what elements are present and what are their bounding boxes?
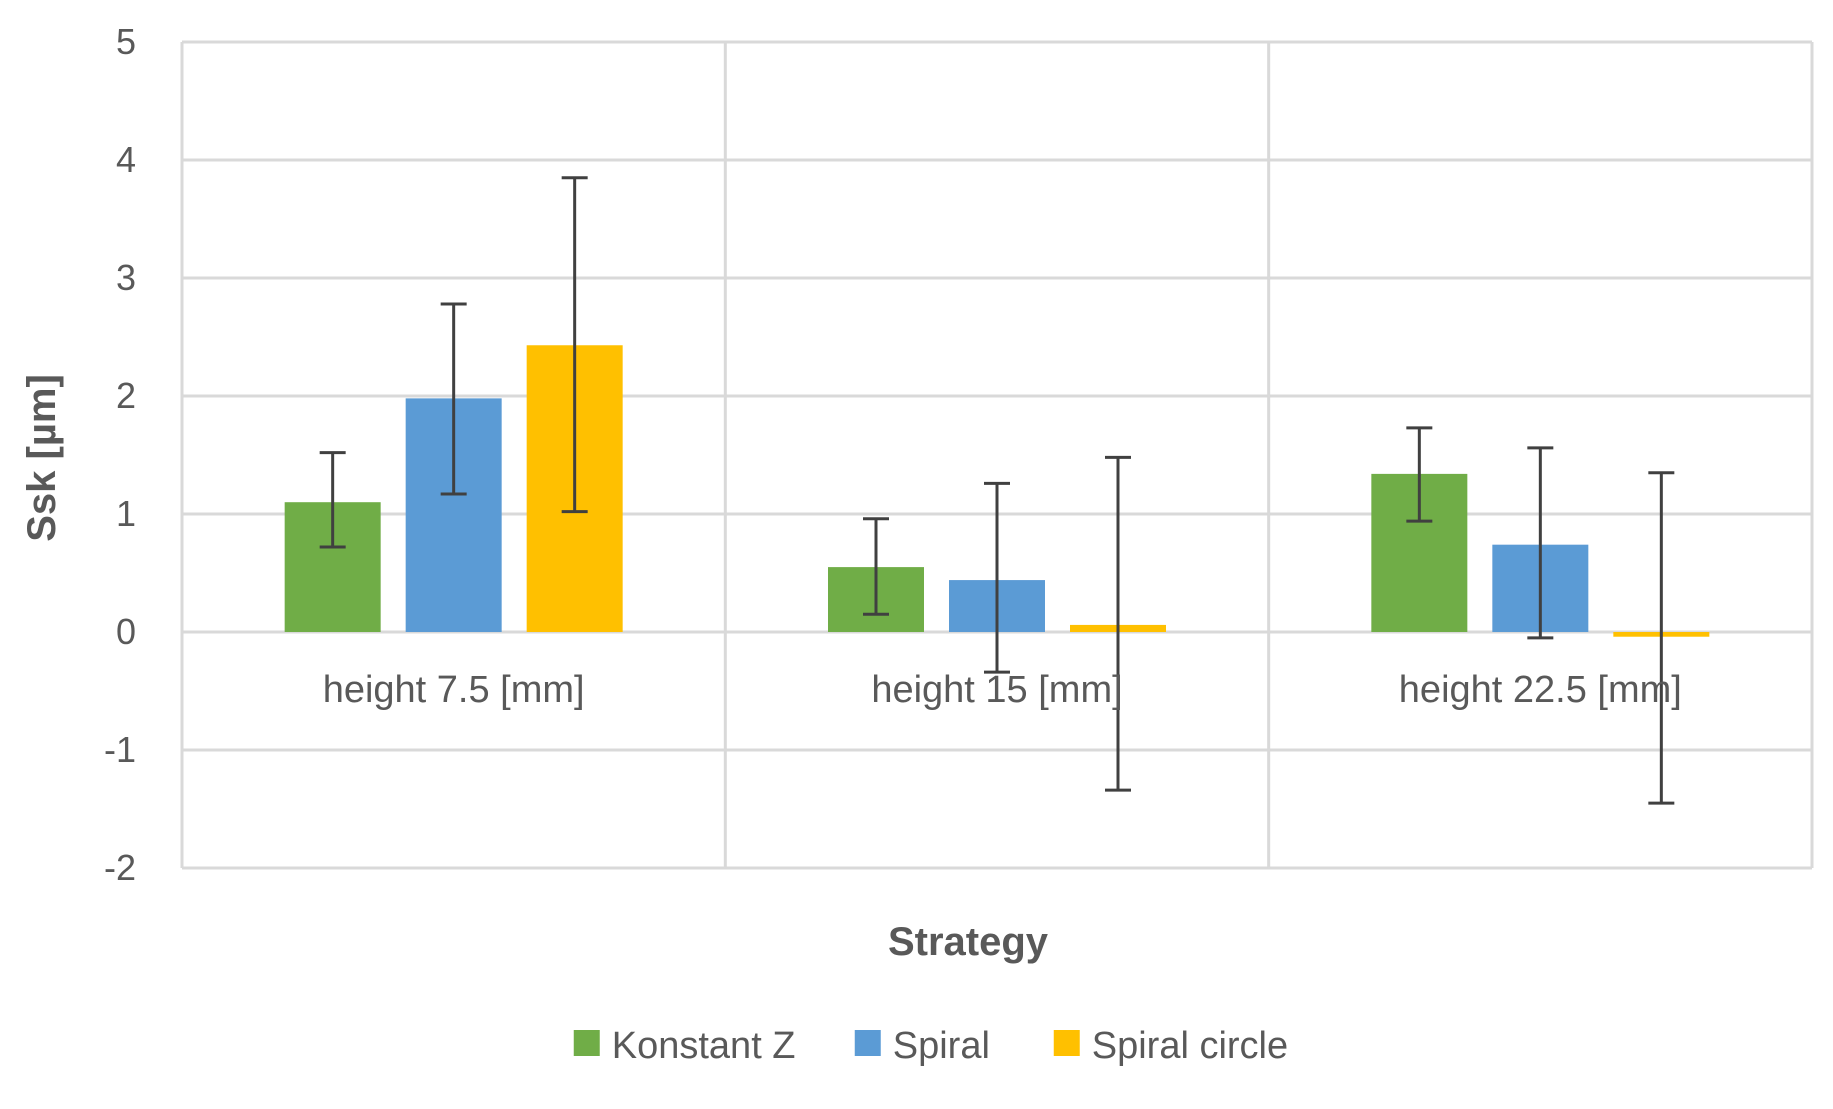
y-tick-label: -1 bbox=[104, 729, 136, 770]
y-axis-title: Ssk [µm] bbox=[20, 374, 64, 542]
y-tick-labels: 5 4 3 2 1 0 -1 -2 bbox=[104, 21, 136, 888]
y-tick-label: 5 bbox=[116, 21, 136, 62]
category-labels: height 7.5 [mm] height 15 [mm] height 22.5… bbox=[323, 669, 1682, 711]
legend: Konstant Z Spiral Spiral circle bbox=[573, 1025, 1288, 1067]
legend-swatch bbox=[573, 1030, 600, 1056]
y-tick-label: -2 bbox=[104, 847, 136, 888]
legend-swatch bbox=[1053, 1030, 1080, 1056]
category-label: height 7.5 [mm] bbox=[323, 669, 585, 711]
x-axis-title: Strategy bbox=[888, 920, 1049, 964]
y-tick-label: 0 bbox=[116, 611, 136, 652]
legend-label: Konstant Z bbox=[612, 1025, 796, 1067]
bars-group bbox=[284, 345, 1710, 637]
y-tick-label: 3 bbox=[116, 257, 136, 298]
error-bars-group bbox=[319, 176, 1675, 805]
legend-label: Spiral circle bbox=[1092, 1025, 1288, 1067]
category-label: height 15 [mm] bbox=[871, 669, 1122, 711]
category-label: height 22.5 [mm] bbox=[1399, 669, 1682, 711]
legend-swatch bbox=[854, 1030, 881, 1056]
legend-label: Spiral bbox=[893, 1025, 990, 1067]
y-tick-label: 2 bbox=[116, 375, 136, 416]
y-tick-label: 4 bbox=[116, 139, 136, 180]
y-tick-label: 1 bbox=[116, 493, 136, 534]
